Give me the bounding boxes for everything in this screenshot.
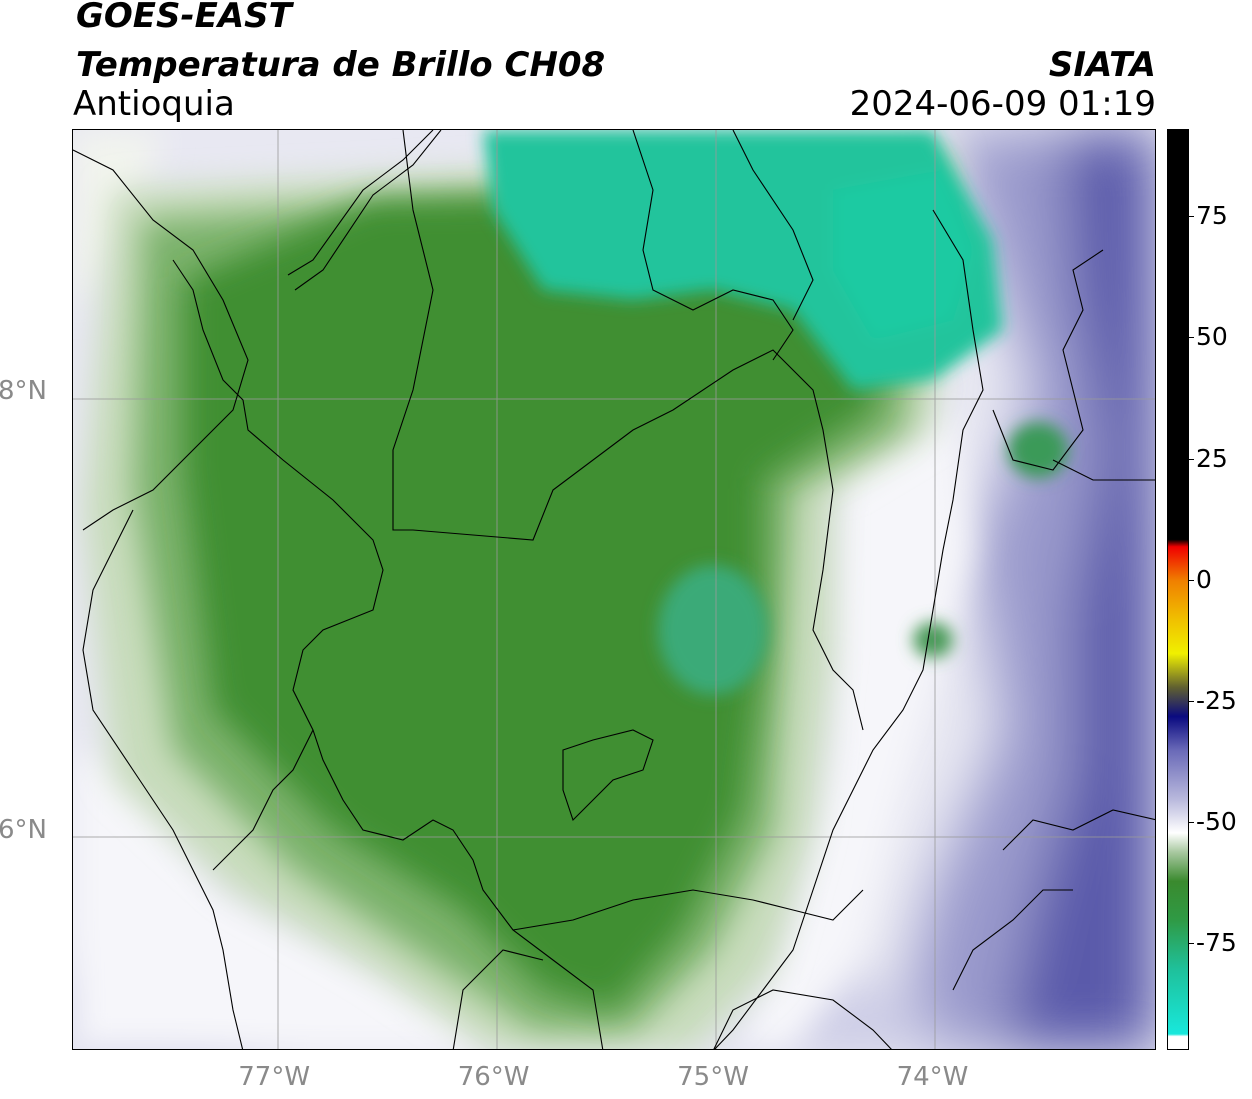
gulf-coast-inner: [294, 130, 442, 291]
colorbar-tick-label: -50: [1196, 807, 1237, 837]
lon-tick-label: 74°W: [896, 1062, 969, 1092]
colorbar-tick-label: 75: [1196, 201, 1228, 231]
satellite-title: GOES-EAST: [76, 0, 292, 36]
lon-tick-label: 76°W: [457, 1062, 530, 1092]
colorbar-tick: [1188, 943, 1194, 945]
admin-boundaries: [73, 130, 1155, 1049]
colorbar-tick: [1188, 822, 1194, 824]
lat-tick-label: 6°N: [0, 814, 47, 845]
boundary-boyaca-2: [952, 889, 1073, 991]
boundary-bolivar: [732, 130, 814, 321]
white-band-east: [733, 410, 973, 1049]
colorbar-tick: [1188, 458, 1194, 460]
colorbar-tick-label: 25: [1196, 443, 1228, 473]
boundary-cordoba: [632, 130, 794, 361]
lat-tick-label: 8°N: [0, 376, 47, 407]
boundary-boyaca: [1002, 809, 1155, 851]
boundary-magdalena-river: [714, 209, 984, 1049]
brightness-temperature-map: [73, 130, 1155, 1049]
colorbar-tick-label: -25: [1196, 685, 1237, 715]
cold-core-northeast: [833, 170, 973, 340]
boundary-antioquia-north: [392, 130, 864, 731]
colorbar-fill: [1168, 130, 1188, 1049]
white-band-southwest: [73, 750, 492, 1049]
east-darkblue: [1003, 130, 1155, 1049]
gulf-coast: [287, 130, 434, 276]
colorbar-tick-label: 50: [1196, 322, 1228, 352]
colorbar-tick: [1188, 216, 1194, 218]
colorbar: [1167, 129, 1189, 1050]
region-label: Antioquia: [73, 84, 235, 124]
boundary-south-1: [452, 949, 544, 1049]
cold-core-center: [658, 565, 768, 695]
map-panel: [72, 129, 1156, 1050]
agency-label: SIATA: [1048, 45, 1156, 85]
boundary-santander: [992, 249, 1104, 471]
colorbar-tick: [1188, 337, 1194, 339]
lon-tick-label: 75°W: [677, 1062, 749, 1092]
boundary-choco-river: [82, 509, 244, 1049]
boundary-antioquia-west: [172, 259, 604, 1049]
colorbar-tick: [1188, 700, 1194, 702]
datetime-label: 2024-06-09 01:19: [849, 84, 1156, 124]
graticule: [73, 130, 1155, 1049]
colorbar-tick-label: -75: [1196, 928, 1237, 958]
colorbar-tick-label: 0: [1196, 564, 1212, 594]
cold-core-east-spot: [913, 622, 953, 658]
boundary-santander-2: [1052, 459, 1155, 481]
boundary-choco-east: [212, 729, 314, 871]
boundary-south-2: [713, 989, 892, 1049]
cold-cloud-tops: [483, 130, 1068, 695]
boundary-municipal-cluster: [562, 729, 654, 822]
boundary-caldas: [512, 889, 864, 931]
colorbar-gradient: [1168, 130, 1188, 1049]
lon-tick-label: 77°W: [238, 1062, 311, 1092]
product-title: Temperatura de Brillo CH08: [76, 45, 606, 85]
coastline-uraba: [73, 149, 249, 531]
cold-core-east-small: [1008, 422, 1068, 478]
colorbar-tick: [1188, 579, 1194, 581]
